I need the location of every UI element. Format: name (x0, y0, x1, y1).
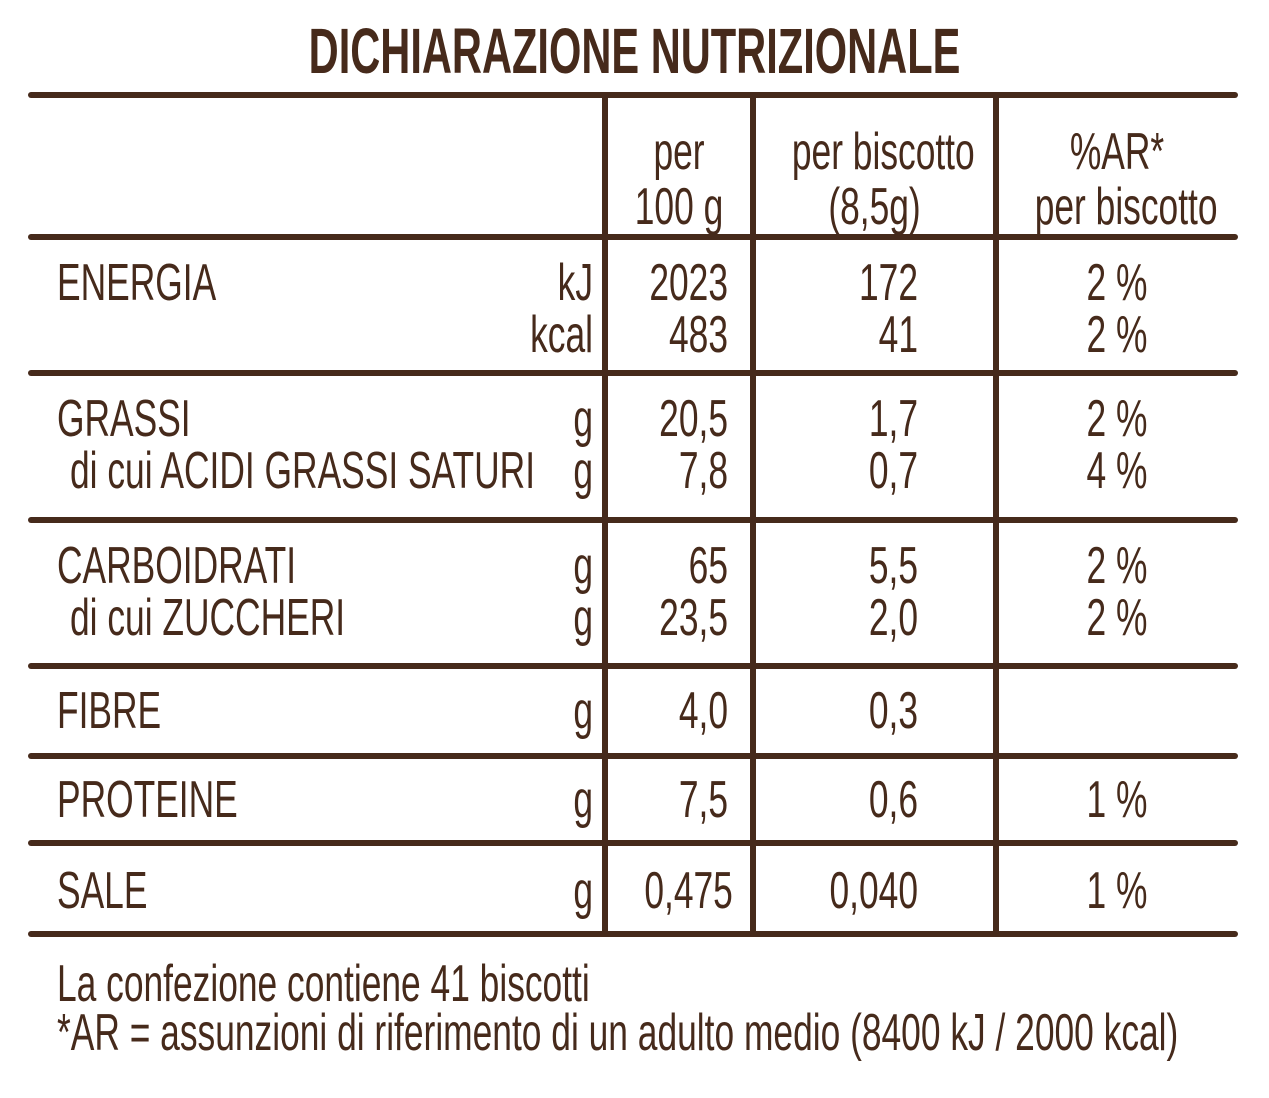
value-percent-ar: 1 % (1086, 771, 1148, 829)
row-divider-header (28, 234, 1238, 240)
value-per-100g: 20,5 (659, 390, 728, 448)
value-per-biscotto: 5,5 (868, 537, 918, 595)
table-row: di cui ZUCCHERI g 23,5 2,0 2 % (0, 592, 1269, 644)
nutrient-label: FIBRE (57, 682, 162, 740)
unit-label: kcal (530, 306, 593, 364)
unit-label: g (573, 390, 593, 448)
value-percent-ar: 2 % (1086, 254, 1148, 312)
table-row: di cui ACIDI GRASSI SATURI g 7,8 0,7 4 % (0, 445, 1269, 497)
column-divider-1 (602, 92, 608, 937)
row-divider-energia (28, 370, 1238, 376)
unit-label: g (573, 442, 593, 500)
unit-label: g (573, 771, 593, 829)
row-divider-carboidrati (28, 663, 1238, 669)
col-header-percent-ar-line2: per biscotto (1034, 178, 1218, 236)
column-divider-3 (993, 92, 999, 937)
value-per-biscotto: 0,3 (868, 682, 918, 740)
package-content-note: La confezione contiene 41 biscotti (57, 955, 590, 1013)
table-row: PROTEINE g 7,5 0,6 1 % (0, 774, 1269, 826)
row-divider-proteine (28, 840, 1238, 846)
column-divider-2 (750, 92, 756, 937)
value-per-100g: 7,8 (678, 442, 728, 500)
unit-label: g (573, 862, 593, 920)
value-per-100g: 4,0 (678, 682, 728, 740)
value-percent-ar: 2 % (1086, 306, 1148, 364)
col-header-per-100g-line2: 100 g (634, 178, 724, 236)
table-row: GRASSI g 20,5 1,7 2 % (0, 393, 1269, 445)
unit-label: g (573, 682, 593, 740)
table-border-bottom (28, 931, 1238, 937)
value-per-100g: 7,5 (678, 771, 728, 829)
value-per-biscotto: 172 (858, 254, 918, 312)
value-per-biscotto: 41 (878, 306, 918, 364)
table-row: CARBOIDRATI g 65 5,5 2 % (0, 540, 1269, 592)
value-per-biscotto: 2,0 (868, 589, 918, 647)
value-per-biscotto: 0,6 (868, 771, 918, 829)
nutrient-label: PROTEINE (57, 771, 238, 829)
value-per-biscotto: 0,7 (868, 442, 918, 500)
nutrient-sublabel: di cui ZUCCHERI (70, 589, 346, 647)
col-header-per-100g-line1: per (653, 123, 705, 181)
nutrient-label: ENERGIA (57, 254, 217, 312)
table-row: SALE g 0,475 0,040 1 % (0, 865, 1269, 917)
value-per-biscotto: 0,040 (829, 862, 918, 920)
table-row: FIBRE g 4,0 0,3 (0, 685, 1269, 737)
value-percent-ar: 2 % (1086, 537, 1148, 595)
col-header-per-biscotto-line2: (8,5g) (828, 178, 921, 236)
page-title: DICHIARAZIONE NUTRIZIONALE (308, 15, 961, 87)
nutrient-sublabel: di cui ACIDI GRASSI SATURI (70, 442, 536, 500)
row-divider-grassi (28, 517, 1238, 523)
col-header-per-biscotto-line1: per biscotto (791, 123, 975, 181)
value-percent-ar: 4 % (1086, 442, 1148, 500)
nutrient-label: CARBOIDRATI (57, 537, 297, 595)
col-header-percent-ar-line1: %AR* (1069, 123, 1165, 181)
value-per-100g: 2023 (649, 254, 728, 312)
value-per-100g: 23,5 (659, 589, 728, 647)
value-percent-ar: 2 % (1086, 589, 1148, 647)
reference-intake-note: *AR = assunzioni di riferimento di un ad… (57, 1004, 1179, 1062)
nutrient-label (57, 309, 424, 361)
unit-label: kJ (557, 254, 593, 312)
unit-label: g (573, 537, 593, 595)
table-row: kcal 483 41 2 % (0, 309, 1269, 361)
unit-label: g (573, 589, 593, 647)
value-percent-ar (1037, 685, 1196, 737)
value-per-100g: 65 (688, 537, 728, 595)
value-per-biscotto: 1,7 (868, 390, 918, 448)
row-divider-fibre (28, 753, 1238, 759)
nutrient-label: SALE (57, 862, 148, 920)
nutrient-label: GRASSI (57, 390, 191, 448)
table-row: ENERGIA kJ 2023 172 2 % (0, 257, 1269, 309)
table-border-top (28, 92, 1238, 98)
value-per-100g: 483 (668, 306, 728, 364)
value-percent-ar: 2 % (1086, 390, 1148, 448)
value-per-100g: 0,475 (644, 862, 733, 920)
value-percent-ar: 1 % (1086, 862, 1148, 920)
